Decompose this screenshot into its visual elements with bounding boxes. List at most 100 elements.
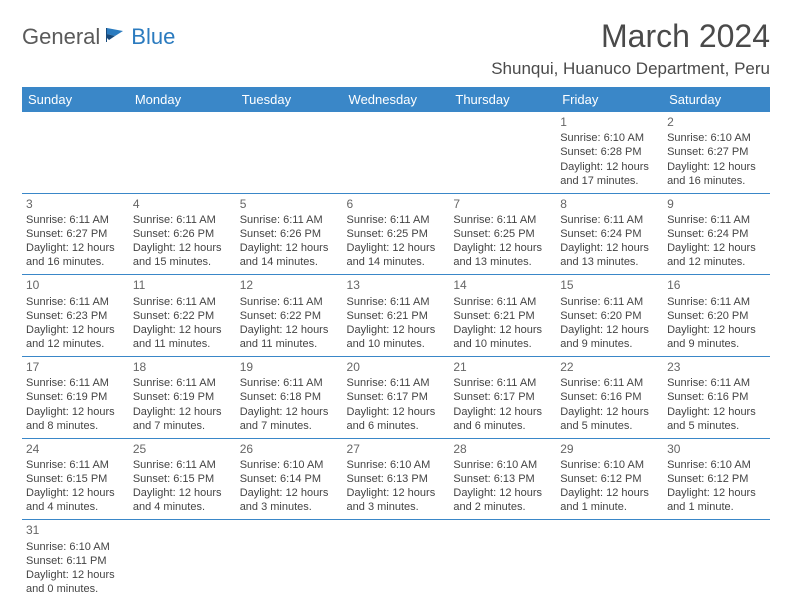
day-info-line: Daylight: 12 hours bbox=[667, 323, 766, 337]
day-info-line: Sunrise: 6:11 AM bbox=[26, 458, 125, 472]
day-info-line: Sunset: 6:15 PM bbox=[133, 472, 232, 486]
day-info-line: Sunset: 6:25 PM bbox=[453, 227, 552, 241]
day-info-line: Daylight: 12 hours bbox=[240, 405, 339, 419]
day-cell: 21Sunrise: 6:11 AMSunset: 6:17 PMDayligh… bbox=[449, 357, 556, 439]
day-info-line: and 6 minutes. bbox=[347, 419, 446, 433]
location: Shunqui, Huanuco Department, Peru bbox=[491, 59, 770, 79]
day-header-wednesday: Wednesday bbox=[343, 87, 450, 112]
day-info-line: Sunrise: 6:11 AM bbox=[667, 295, 766, 309]
day-info-line: Sunset: 6:26 PM bbox=[240, 227, 339, 241]
day-cell: 30Sunrise: 6:10 AMSunset: 6:12 PMDayligh… bbox=[663, 438, 770, 520]
day-info-line: Daylight: 12 hours bbox=[453, 241, 552, 255]
day-info-line: Sunset: 6:14 PM bbox=[240, 472, 339, 486]
day-info-line: Daylight: 12 hours bbox=[26, 486, 125, 500]
day-number: 17 bbox=[26, 360, 125, 375]
day-info-line: Sunrise: 6:11 AM bbox=[133, 458, 232, 472]
day-info-line: and 7 minutes. bbox=[240, 419, 339, 433]
day-number: 19 bbox=[240, 360, 339, 375]
week-row: 3Sunrise: 6:11 AMSunset: 6:27 PMDaylight… bbox=[22, 193, 770, 275]
day-number: 4 bbox=[133, 197, 232, 212]
day-info-line: and 2 minutes. bbox=[453, 500, 552, 514]
day-info-line: and 5 minutes. bbox=[667, 419, 766, 433]
day-info-line: Sunrise: 6:10 AM bbox=[347, 458, 446, 472]
day-number: 6 bbox=[347, 197, 446, 212]
day-info-line: Sunset: 6:12 PM bbox=[667, 472, 766, 486]
day-number: 31 bbox=[26, 523, 125, 538]
day-info-line: Daylight: 12 hours bbox=[453, 323, 552, 337]
day-info-line: Sunrise: 6:11 AM bbox=[453, 213, 552, 227]
day-info-line: Sunrise: 6:10 AM bbox=[240, 458, 339, 472]
day-info-line: Sunset: 6:15 PM bbox=[26, 472, 125, 486]
week-row: 24Sunrise: 6:11 AMSunset: 6:15 PMDayligh… bbox=[22, 438, 770, 520]
day-info-line: Sunset: 6:19 PM bbox=[133, 390, 232, 404]
day-info-line: and 17 minutes. bbox=[560, 174, 659, 188]
day-info-line: Sunrise: 6:11 AM bbox=[26, 213, 125, 227]
day-cell: 19Sunrise: 6:11 AMSunset: 6:18 PMDayligh… bbox=[236, 357, 343, 439]
day-cell: 3Sunrise: 6:11 AMSunset: 6:27 PMDaylight… bbox=[22, 193, 129, 275]
day-number: 22 bbox=[560, 360, 659, 375]
day-info-line: Sunset: 6:24 PM bbox=[560, 227, 659, 241]
day-info-line: and 4 minutes. bbox=[133, 500, 232, 514]
day-header-friday: Friday bbox=[556, 87, 663, 112]
day-info-line: Sunset: 6:28 PM bbox=[560, 145, 659, 159]
day-number: 9 bbox=[667, 197, 766, 212]
day-info-line: and 15 minutes. bbox=[133, 255, 232, 269]
day-info-line: and 5 minutes. bbox=[560, 419, 659, 433]
day-number: 15 bbox=[560, 278, 659, 293]
day-info-line: Sunrise: 6:11 AM bbox=[26, 376, 125, 390]
day-info-line: Sunrise: 6:11 AM bbox=[560, 376, 659, 390]
day-cell: 5Sunrise: 6:11 AMSunset: 6:26 PMDaylight… bbox=[236, 193, 343, 275]
day-info-line: Daylight: 12 hours bbox=[347, 405, 446, 419]
day-cell bbox=[663, 520, 770, 601]
day-cell: 11Sunrise: 6:11 AMSunset: 6:22 PMDayligh… bbox=[129, 275, 236, 357]
day-number: 7 bbox=[453, 197, 552, 212]
month-title: March 2024 bbox=[491, 18, 770, 55]
day-number: 29 bbox=[560, 442, 659, 457]
day-info-line: Sunrise: 6:11 AM bbox=[453, 295, 552, 309]
day-info-line: Sunrise: 6:11 AM bbox=[347, 376, 446, 390]
day-cell bbox=[449, 520, 556, 601]
day-info-line: Daylight: 12 hours bbox=[560, 241, 659, 255]
day-info-line: and 16 minutes. bbox=[26, 255, 125, 269]
day-number: 18 bbox=[133, 360, 232, 375]
day-info-line: and 7 minutes. bbox=[133, 419, 232, 433]
day-info-line: and 1 minute. bbox=[560, 500, 659, 514]
day-cell bbox=[129, 520, 236, 601]
logo-text-blue: Blue bbox=[131, 24, 175, 50]
day-cell: 24Sunrise: 6:11 AMSunset: 6:15 PMDayligh… bbox=[22, 438, 129, 520]
day-info-line: Sunrise: 6:10 AM bbox=[667, 131, 766, 145]
day-info-line: and 0 minutes. bbox=[26, 582, 125, 596]
day-cell: 15Sunrise: 6:11 AMSunset: 6:20 PMDayligh… bbox=[556, 275, 663, 357]
day-info-line: and 6 minutes. bbox=[453, 419, 552, 433]
day-info-line: Daylight: 12 hours bbox=[26, 323, 125, 337]
day-info-line: Sunset: 6:20 PM bbox=[667, 309, 766, 323]
day-info-line: Sunrise: 6:11 AM bbox=[667, 213, 766, 227]
day-cell: 22Sunrise: 6:11 AMSunset: 6:16 PMDayligh… bbox=[556, 357, 663, 439]
day-info-line: and 9 minutes. bbox=[667, 337, 766, 351]
day-info-line: Daylight: 12 hours bbox=[26, 241, 125, 255]
day-cell: 27Sunrise: 6:10 AMSunset: 6:13 PMDayligh… bbox=[343, 438, 450, 520]
day-cell bbox=[22, 112, 129, 193]
day-cell: 20Sunrise: 6:11 AMSunset: 6:17 PMDayligh… bbox=[343, 357, 450, 439]
day-info-line: Sunset: 6:21 PM bbox=[347, 309, 446, 323]
day-cell: 14Sunrise: 6:11 AMSunset: 6:21 PMDayligh… bbox=[449, 275, 556, 357]
day-info-line: Daylight: 12 hours bbox=[667, 160, 766, 174]
day-info-line: and 9 minutes. bbox=[560, 337, 659, 351]
day-header-thursday: Thursday bbox=[449, 87, 556, 112]
day-info-line: Sunset: 6:16 PM bbox=[667, 390, 766, 404]
day-info-line: Sunrise: 6:11 AM bbox=[453, 376, 552, 390]
day-info-line: Daylight: 12 hours bbox=[347, 486, 446, 500]
day-info-line: Sunrise: 6:11 AM bbox=[347, 295, 446, 309]
day-cell: 7Sunrise: 6:11 AMSunset: 6:25 PMDaylight… bbox=[449, 193, 556, 275]
day-info-line: and 11 minutes. bbox=[240, 337, 339, 351]
day-cell bbox=[236, 520, 343, 601]
day-info-line: Daylight: 12 hours bbox=[133, 486, 232, 500]
day-info-line: and 10 minutes. bbox=[347, 337, 446, 351]
day-info-line: and 11 minutes. bbox=[133, 337, 232, 351]
day-info-line: Sunrise: 6:10 AM bbox=[560, 131, 659, 145]
day-info-line: and 16 minutes. bbox=[667, 174, 766, 188]
flag-icon bbox=[105, 26, 127, 49]
day-info-line: and 12 minutes. bbox=[667, 255, 766, 269]
day-info-line: Sunrise: 6:10 AM bbox=[453, 458, 552, 472]
day-info-line: Daylight: 12 hours bbox=[347, 323, 446, 337]
